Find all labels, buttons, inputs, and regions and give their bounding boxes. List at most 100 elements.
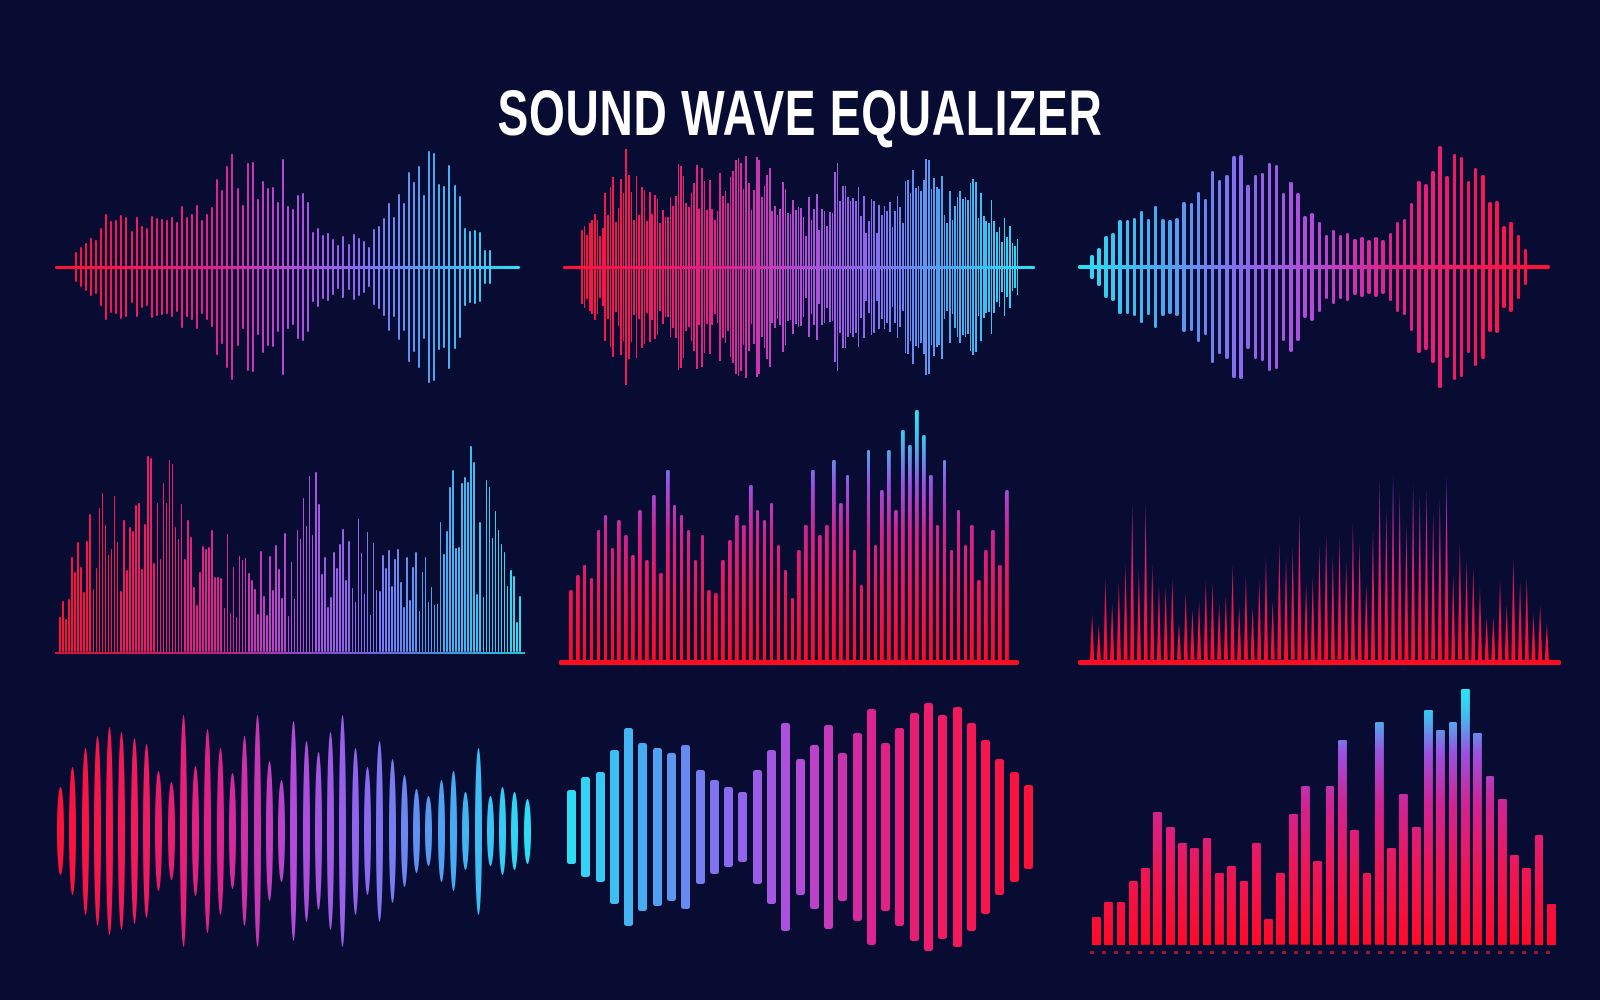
bar xyxy=(408,171,411,363)
bar xyxy=(635,175,638,359)
bar xyxy=(674,196,677,338)
bar xyxy=(586,234,588,300)
bar xyxy=(130,230,133,304)
bar xyxy=(1257,579,1262,660)
bar xyxy=(700,535,705,660)
bar xyxy=(216,178,219,356)
waveform-rounded-bars xyxy=(1078,143,1550,391)
bar xyxy=(1448,722,1458,945)
bar xyxy=(567,789,576,865)
bar xyxy=(1111,232,1115,302)
bar xyxy=(824,725,834,929)
bar xyxy=(596,219,599,315)
bar xyxy=(1417,494,1422,660)
bar xyxy=(500,544,503,652)
bar xyxy=(1317,221,1321,313)
bar xyxy=(1495,200,1499,334)
bar xyxy=(175,221,178,313)
bar xyxy=(1324,533,1329,660)
bar xyxy=(180,206,183,328)
bar xyxy=(351,588,354,652)
bar xyxy=(1497,799,1507,945)
bar xyxy=(821,208,823,326)
bar xyxy=(327,732,335,930)
bar xyxy=(272,590,274,652)
bar xyxy=(473,230,476,304)
bar xyxy=(706,209,708,325)
bar xyxy=(307,202,310,332)
bar xyxy=(1150,564,1155,660)
bar xyxy=(975,181,977,353)
bar xyxy=(686,530,691,660)
bar xyxy=(969,182,972,352)
bar xyxy=(1367,240,1371,294)
bar xyxy=(1411,484,1416,660)
bar xyxy=(167,782,175,880)
bar xyxy=(1374,237,1378,297)
bar xyxy=(122,519,125,652)
bar xyxy=(582,565,587,660)
bar xyxy=(610,547,615,660)
bar xyxy=(506,586,509,652)
bar xyxy=(1471,566,1476,660)
bar xyxy=(436,603,439,652)
bar xyxy=(110,548,113,652)
bar xyxy=(366,531,369,652)
bar xyxy=(887,450,891,660)
bar xyxy=(452,469,454,652)
bar xyxy=(658,572,663,660)
bar xyxy=(839,201,842,333)
bar xyxy=(367,246,370,288)
bar xyxy=(463,228,466,306)
bar xyxy=(896,195,899,339)
bar xyxy=(186,217,189,317)
bar xyxy=(476,593,479,652)
bar xyxy=(1189,203,1194,331)
bar xyxy=(966,722,976,932)
bar xyxy=(142,744,150,918)
bar xyxy=(758,159,761,375)
bar xyxy=(497,530,500,652)
bar xyxy=(1130,503,1135,660)
bar xyxy=(761,196,763,338)
bar xyxy=(59,616,61,652)
bar xyxy=(797,550,802,660)
bars-group xyxy=(563,410,1015,660)
bar xyxy=(348,540,351,652)
bar xyxy=(646,220,648,314)
bar xyxy=(753,190,755,344)
bar xyxy=(783,570,788,660)
bar xyxy=(878,204,881,330)
bar xyxy=(211,207,214,327)
bar xyxy=(995,758,1005,896)
bar xyxy=(345,580,347,652)
bar xyxy=(755,157,758,377)
bar xyxy=(1523,249,1528,285)
bar xyxy=(967,199,969,335)
bar xyxy=(682,175,685,359)
bar xyxy=(296,529,299,652)
bar xyxy=(1156,585,1162,660)
bar xyxy=(1270,600,1275,660)
bar xyxy=(468,231,471,303)
bar xyxy=(1161,218,1165,316)
bar xyxy=(1146,219,1151,315)
bar xyxy=(607,214,609,320)
bar xyxy=(382,217,385,317)
bar xyxy=(714,220,716,314)
bar xyxy=(1409,202,1414,332)
bar xyxy=(190,536,192,652)
bar xyxy=(241,204,244,330)
bar xyxy=(1424,709,1433,945)
bar xyxy=(622,193,625,341)
bar xyxy=(1411,827,1421,945)
bar xyxy=(317,503,320,652)
bar xyxy=(1481,174,1485,360)
bar xyxy=(519,596,521,652)
bar xyxy=(1491,616,1496,660)
bar xyxy=(1183,592,1188,660)
bar xyxy=(86,540,89,652)
bar xyxy=(226,166,229,368)
bar xyxy=(339,715,347,947)
bar xyxy=(693,560,698,660)
